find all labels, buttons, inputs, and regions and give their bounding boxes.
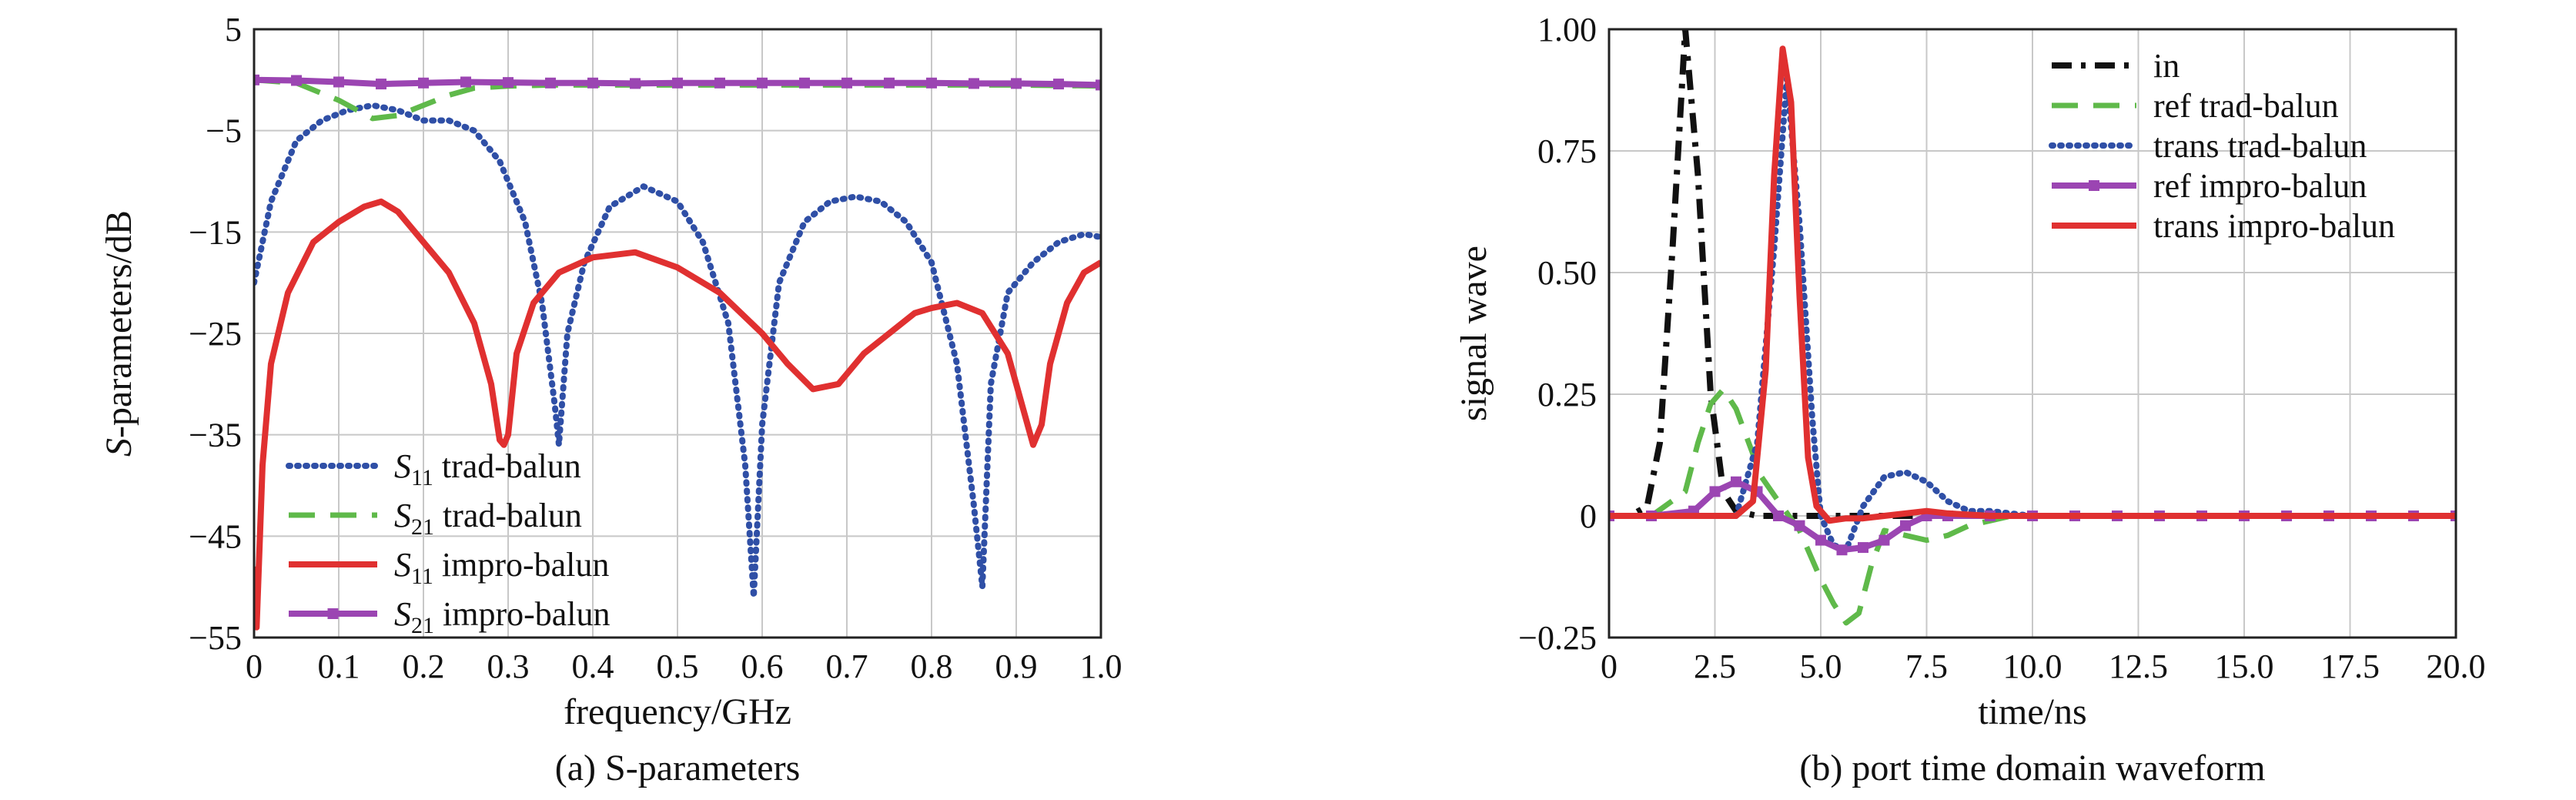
series-marker [1878,534,1890,546]
y-axis-label: S-parameters/dB [99,210,139,457]
y-tick-label: −45 [189,517,242,555]
x-tick-label: 15.0 [2215,648,2274,685]
legend-marker [2089,180,2099,191]
series-line-4 [1609,45,2456,524]
series-marker [1709,486,1721,497]
series-marker [1815,534,1826,546]
series-marker [1836,544,1848,556]
series-marker [969,78,979,89]
series-marker [545,77,556,89]
legend-label: ref impro-balun [2153,167,2367,205]
legend-label: trans impro-balun [2153,207,2395,245]
legend-label: ref trad-balun [2153,87,2339,125]
legend-label: S11 impro-balun [394,546,609,589]
y-tick-label: −0.25 [1518,619,1597,657]
chart-panel-s-parameters: 0 0.1 0.2 0.3 0.4 0.5 0.6 0.7 0.8 0.9 1.0 5 −5 −15 −25… [99,11,1122,788]
y-tick-label: 1.00 [1537,11,1597,49]
series-marker [376,79,386,90]
legend-marker [327,608,339,619]
y-tick-label: −15 [189,213,242,251]
tick-labels: 0 0.1 0.2 0.3 0.4 0.5 0.6 0.7 0.8 0.9 1.0 5 −5 −15 −25… [189,11,1122,685]
y-tick-label: −25 [189,315,242,353]
series-line-2 [254,198,1101,631]
series-marker [333,76,344,88]
series-marker [418,77,429,89]
series-marker [714,77,725,89]
series-marker [926,77,937,89]
series-marker [757,77,768,89]
legend: S11 trad-balun S21 trad-balun S11 impro-ba… [286,447,611,638]
x-tick-label: 0.4 [572,648,614,685]
x-tick-label: 0.7 [826,648,868,685]
series-line-0 [1609,29,2456,519]
y-tick-label: −55 [189,619,242,657]
chart-panel-time-domain: 0 2.5 5.0 7.5 10.0 12.5 15.0 17.5 20.0 1.00 0.75 0.… [1454,11,2486,788]
x-tick-label: 5.0 [1800,648,1842,685]
caption: (a) S-parameters [555,748,801,788]
series-line-0 [254,102,1101,601]
series-marker [503,77,514,89]
plot-frame [1607,28,2457,639]
x-tick-label: 17.5 [2320,648,2380,685]
legend-label: S21 trad-balun [394,497,582,540]
y-axis-label: signal wave [1454,246,1494,421]
series-line-2 [1609,75,2456,554]
series-marker [672,77,683,89]
series-marker [1794,520,1805,531]
series-marker [884,77,895,89]
series-marker [1011,78,1022,89]
series-marker [460,76,471,88]
x-tick-label: 0 [246,648,263,685]
x-tick-label: 0.3 [487,648,530,685]
x-tick-label: 7.5 [1905,648,1948,685]
grid [253,28,1102,638]
y-tick-label: 0.75 [1537,132,1597,170]
y-tick-label: −35 [189,417,242,454]
y-tick-label: 0 [1580,497,1597,535]
series-marker [1731,476,1741,487]
series-marker [1858,542,1868,554]
x-tick-label: 2.5 [1694,648,1736,685]
y-tick-label: 5 [225,11,242,49]
series-group [1609,29,2456,626]
x-tick-label: 20.0 [2427,648,2486,685]
x-tick-label: 0 [1601,648,1618,685]
x-tick-label: 12.5 [2109,648,2168,685]
x-tick-label: 0.1 [318,648,360,685]
x-axis-label: frequency/GHz [564,691,791,732]
series-marker [841,77,852,89]
series-marker [630,78,641,89]
legend-label: in [2153,47,2180,85]
series-marker [1096,79,1101,91]
x-tick-label: 0.2 [403,648,445,685]
legend-label: S11 trad-balun [394,447,581,490]
series-marker [799,77,810,89]
y-tick-label: 0.50 [1537,254,1597,292]
y-tick-label: 0.25 [1537,376,1597,413]
x-tick-label: 0.6 [741,648,784,685]
series-marker [1053,79,1064,90]
x-tick-label: 10.0 [2003,648,2062,685]
x-tick-label: 1.0 [1080,648,1122,685]
x-tick-label: 0.5 [657,648,699,685]
series-marker [587,77,598,89]
series-marker [254,74,259,85]
series-marker [1773,510,1784,521]
x-tick-label: 0.8 [911,648,953,685]
y-tick-label: −5 [206,112,242,150]
series-marker [1900,520,1911,531]
plot-frame [253,28,1102,639]
legend-label: S21 impro-balun [394,595,611,638]
tick-labels: 0 2.5 5.0 7.5 10.0 12.5 15.0 17.5 20.0 1.00 0.75 0.… [1518,11,2485,685]
caption: (b) port time domain waveform [1799,748,2265,788]
x-axis-label: time/ns [1978,691,2086,732]
series-group [254,74,1101,631]
legend-label: trans trad-balun [2153,127,2367,165]
x-tick-label: 0.9 [995,648,1038,685]
series-marker [291,75,302,86]
